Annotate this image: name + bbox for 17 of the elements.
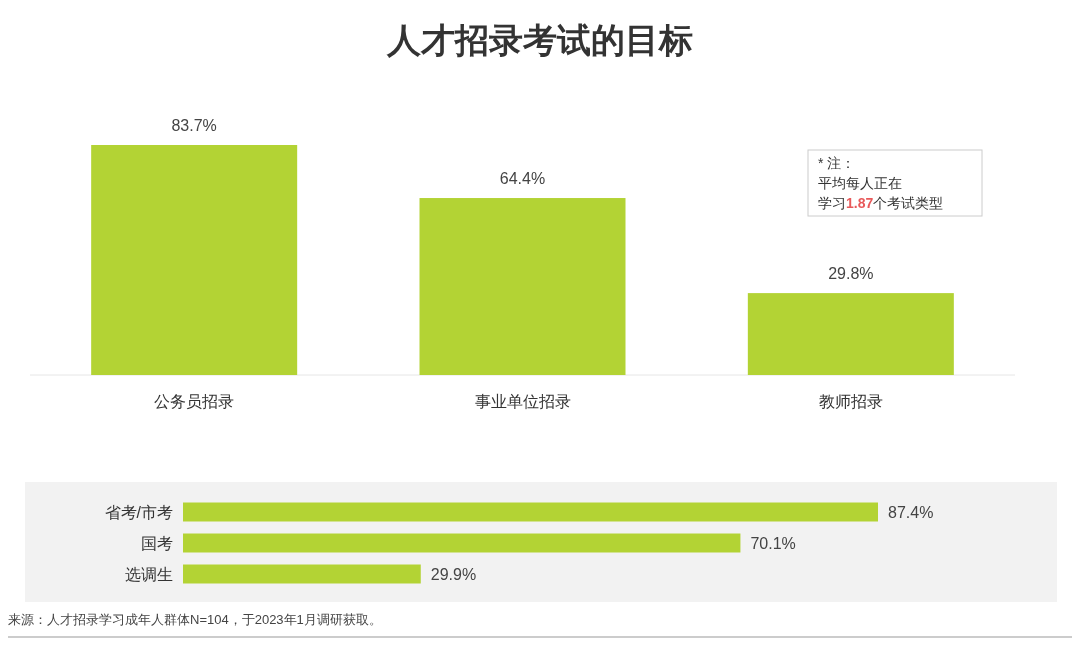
y-tick-label: 省考/市考 [104,504,173,521]
x-tick-label: 公务员招录 [154,393,235,410]
source-note: 来源：人才招录学习成年人群体N=104，于2023年1月调研获取。 [8,612,382,627]
annotation: 学习1.87个考试类型 [818,195,944,211]
data-label: 70.1% [750,535,796,552]
chart-title: 人才招录考试的目标 [386,21,693,59]
data-label: 87.4% [888,504,934,521]
y-tick-label: 选调生 [125,566,173,583]
y-tick-label: 国考 [141,535,173,552]
data-label: 29.8% [828,265,874,283]
data-label: 83.7% [171,117,217,134]
data-label: 29.9% [430,566,477,583]
annotation: 平均每人正在 [818,175,902,191]
annotation: * 注： [818,155,856,171]
x-tick-label: 教师招录 [818,393,883,410]
data-label: 64.4% [499,170,546,188]
x-tick-label: 事业单位招录 [474,393,571,410]
